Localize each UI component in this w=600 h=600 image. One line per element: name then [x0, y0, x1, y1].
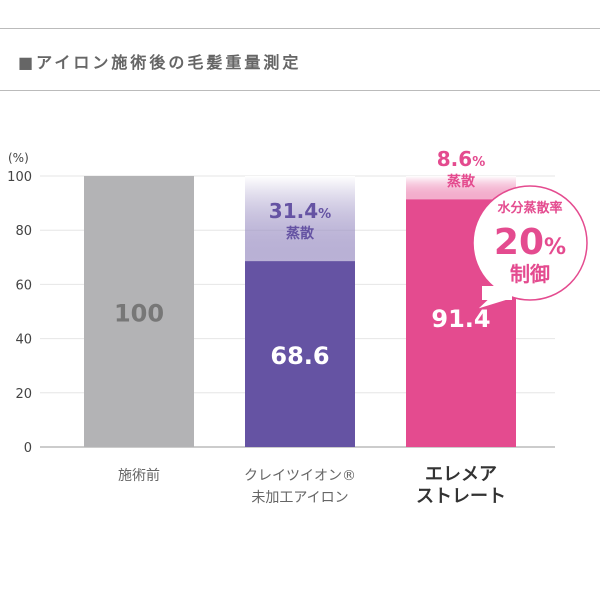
bar	[245, 261, 355, 447]
bar	[84, 176, 194, 447]
x-tick-label: 未加工アイロン	[251, 490, 348, 506]
y-tick-label: 40	[15, 333, 32, 348]
y-tick-label: 60	[15, 278, 32, 293]
callout-line2: 制御	[510, 262, 550, 286]
page-title: ■アイロン施術後の毛髪重量測定	[18, 53, 302, 72]
x-tick-label: クレイツイオン®	[244, 468, 356, 484]
y-tick-label: 0	[24, 441, 32, 456]
evaporation-text: 蒸散	[286, 225, 315, 242]
title-divider	[0, 90, 600, 91]
evaporation-value: 8.6%	[437, 147, 485, 171]
y-axis-label: (%)	[8, 151, 29, 165]
evaporation-text: 蒸散	[447, 173, 476, 190]
bar-value-label: 100	[114, 300, 164, 328]
bar-value-label: 91.4	[431, 305, 490, 333]
callout-tail-joint	[482, 286, 512, 300]
y-tick-label: 100	[7, 170, 32, 185]
y-tick-label: 20	[15, 387, 32, 402]
x-tick-label: エレメア	[425, 464, 497, 485]
evaporation-bar	[245, 176, 355, 262]
callout-bubble	[472, 185, 588, 301]
callout-line1: 水分蒸散率	[497, 200, 562, 216]
x-tick-label: 施術前	[118, 467, 160, 484]
top-divider	[0, 28, 600, 29]
x-tick-label: ストレート	[416, 486, 506, 507]
evaporation-bar	[406, 176, 516, 200]
bar-value-label: 68.6	[270, 342, 329, 370]
y-tick-label: 80	[15, 224, 32, 239]
